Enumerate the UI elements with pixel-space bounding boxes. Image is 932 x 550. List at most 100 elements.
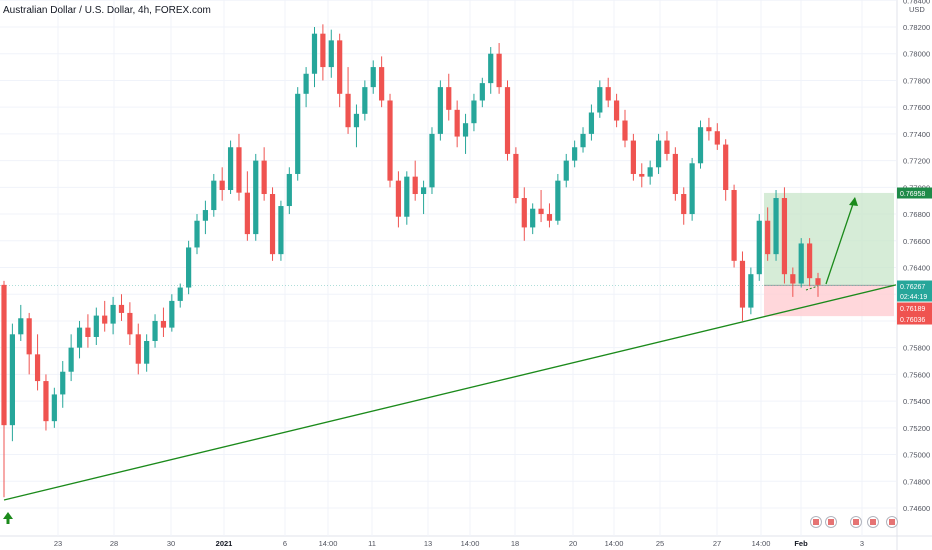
candle-body — [118, 304, 125, 313]
economic-event-icon — [850, 516, 862, 528]
candle-body — [563, 160, 569, 181]
candle — [379, 56, 385, 108]
candle — [781, 187, 788, 284]
candle — [798, 238, 804, 288]
candle-body — [261, 160, 267, 195]
candle — [253, 153, 259, 241]
candle-body — [202, 210, 209, 221]
candle — [68, 334, 74, 382]
candle-body — [605, 87, 611, 101]
candle — [404, 171, 410, 225]
y-tick-label: 0.77800 — [903, 76, 930, 85]
candle-body — [681, 194, 687, 215]
candle — [714, 123, 720, 150]
y-tick-label: 0.77200 — [903, 157, 930, 166]
candle — [1, 280, 7, 498]
price-badge: 02:44:19 — [897, 290, 932, 302]
candle — [572, 140, 578, 168]
candle-body — [18, 318, 24, 335]
candle — [278, 200, 284, 261]
candle — [597, 80, 603, 118]
candle-body — [362, 87, 368, 114]
candle-body — [622, 120, 628, 141]
candle — [412, 160, 418, 201]
candle-body — [639, 173, 645, 177]
candle-body — [404, 176, 410, 217]
price-axis[interactable]: 0.74600 0.74800 0.75000 0.75200 0.75400 0.756… — [903, 0, 930, 513]
candle — [765, 207, 771, 261]
candle — [462, 113, 469, 154]
candle — [144, 334, 150, 372]
candle — [429, 127, 435, 195]
candle — [227, 140, 234, 195]
candle-body — [253, 160, 259, 235]
candle — [127, 302, 133, 345]
candle — [18, 304, 24, 341]
candle — [655, 133, 662, 174]
candle-body — [303, 73, 309, 94]
candle-body — [437, 87, 443, 134]
candle-body — [807, 243, 813, 279]
x-tick-label: 6 — [283, 539, 287, 548]
candle-body — [102, 315, 108, 324]
price-badge: 0.76267 — [897, 280, 932, 292]
candle-body — [60, 371, 66, 395]
time-axis[interactable]: 23 28 30 2021 6 14:00 11 13 14:00 18 20 14:00 25 27 14… — [54, 539, 864, 548]
candle — [269, 187, 276, 261]
candle — [85, 314, 91, 348]
x-tick-label: 27 — [713, 539, 721, 548]
candle-body — [546, 214, 553, 221]
candle-body — [337, 40, 343, 94]
candle — [437, 80, 443, 141]
candle — [807, 238, 813, 287]
chart-title: Australian Dollar / U.S. Dollar, 4h, FOR… — [3, 5, 211, 16]
candle — [328, 29, 334, 78]
candle-body — [462, 123, 469, 137]
candle-body — [454, 109, 460, 137]
candle — [773, 190, 779, 261]
candle-body — [160, 320, 167, 328]
candle — [34, 334, 41, 391]
candle — [169, 294, 175, 332]
candle — [26, 312, 32, 375]
y-tick-label: 0.78000 — [903, 50, 930, 59]
candle-body — [328, 40, 334, 68]
candle-body — [739, 260, 746, 308]
candle — [580, 127, 586, 153]
candle-body — [748, 274, 754, 308]
candle — [605, 77, 611, 108]
price-badge-bg — [897, 280, 932, 292]
y-tick-label: 0.76600 — [903, 237, 930, 246]
candle-body — [43, 381, 49, 422]
candle-body — [714, 131, 720, 145]
candle-body — [765, 220, 771, 255]
candle-body — [798, 243, 804, 284]
candle — [538, 190, 544, 223]
candle — [563, 153, 569, 188]
candle-body — [219, 180, 225, 191]
y-axis-currency: USD — [909, 5, 925, 14]
candle-body — [647, 167, 653, 177]
candle — [689, 157, 695, 221]
candle-body — [85, 327, 91, 337]
candle — [345, 67, 351, 134]
candle — [706, 117, 712, 141]
y-tick-label: 0.74800 — [903, 477, 930, 486]
y-tick-label: 0.74600 — [903, 504, 930, 513]
candle — [186, 240, 192, 295]
candle — [488, 47, 494, 94]
candle — [202, 200, 209, 235]
candle — [387, 93, 393, 188]
candle-body — [110, 304, 116, 324]
y-tick-label: 0.77400 — [903, 130, 930, 139]
candle — [370, 60, 376, 94]
candle-body — [34, 354, 41, 382]
candle-body — [630, 140, 636, 174]
candle-body — [479, 83, 485, 101]
candle — [118, 294, 125, 321]
candle-body — [370, 67, 376, 88]
candle — [43, 374, 49, 431]
candle-body — [471, 100, 477, 124]
x-tick-label: 28 — [110, 539, 118, 548]
